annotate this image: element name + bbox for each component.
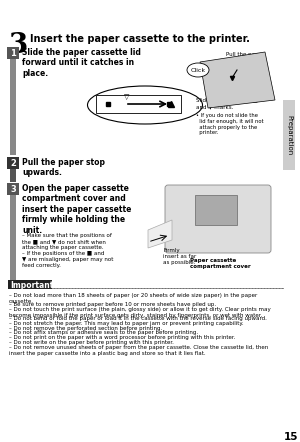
Text: – Make sure that the positions of
the ■ and ▼ do not shift when
attaching the pa: – Make sure that the positions of the ■ … bbox=[22, 233, 112, 250]
Polygon shape bbox=[148, 220, 172, 248]
Text: – Do not touch the print surface (the plain, glossy side) or allow it to get dir: – Do not touch the print surface (the pl… bbox=[9, 307, 271, 318]
Text: Preparation: Preparation bbox=[286, 115, 292, 155]
Polygon shape bbox=[200, 52, 275, 108]
Bar bbox=[10, 47, 16, 155]
Text: Click: Click bbox=[190, 68, 206, 72]
Ellipse shape bbox=[187, 63, 209, 77]
Text: Open the paper cassette
compartment cover and
insert the paper cassette
firmly w: Open the paper cassette compartment cove… bbox=[22, 184, 131, 235]
Text: – Be sure to remove printed paper before 10 or more sheets have piled up.: – Be sure to remove printed paper before… bbox=[9, 302, 216, 307]
Text: Pull the paper
stop upwards.: Pull the paper stop upwards. bbox=[226, 52, 265, 63]
Text: Important: Important bbox=[10, 282, 53, 290]
Text: – Do not remove unused sheets of paper from the paper cassette. Close the casset: – Do not remove unused sheets of paper f… bbox=[9, 345, 268, 356]
Text: – Do not remove the perforated section before printing.: – Do not remove the perforated section b… bbox=[9, 326, 162, 331]
FancyBboxPatch shape bbox=[7, 157, 19, 169]
Text: Firmly
insert as far
as possible.: Firmly insert as far as possible. bbox=[163, 248, 196, 265]
Text: 1: 1 bbox=[10, 49, 16, 57]
Text: • If you do not slide the
  lid far enough, it will not
  attach properly to the: • If you do not slide the lid far enough… bbox=[196, 113, 264, 135]
Bar bbox=[10, 183, 16, 282]
Text: ▽: ▽ bbox=[124, 94, 130, 100]
FancyBboxPatch shape bbox=[283, 100, 295, 170]
Text: Paper cassette
compartment cover: Paper cassette compartment cover bbox=[190, 258, 250, 269]
Text: 15: 15 bbox=[284, 432, 298, 442]
Bar bbox=[96, 95, 181, 113]
Text: Slide the paper cassette lid
forward until it catches in
place.: Slide the paper cassette lid forward unt… bbox=[22, 48, 141, 78]
Text: 3: 3 bbox=[8, 32, 27, 59]
Text: – Do not stretch the paper. This may lead to paper jam or prevent printing capab: – Do not stretch the paper. This may lea… bbox=[9, 321, 244, 326]
FancyBboxPatch shape bbox=[7, 183, 19, 195]
Text: Insert the paper cassette to the printer.: Insert the paper cassette to the printer… bbox=[30, 34, 250, 44]
Bar bbox=[10, 157, 16, 182]
FancyBboxPatch shape bbox=[195, 195, 237, 225]
Text: – Do not print on the paper with a word processor before printing with this prin: – Do not print on the paper with a word … bbox=[9, 335, 236, 340]
Text: – Do not load more than 18 sheets of paper (or 20 sheets of wide size paper) in : – Do not load more than 18 sheets of pap… bbox=[9, 293, 257, 304]
Text: – If the positions of the ■ and
▼ are misaligned, paper may not
feed correctly.: – If the positions of the ■ and ▼ are mi… bbox=[22, 251, 113, 268]
FancyBboxPatch shape bbox=[7, 47, 19, 59]
Text: Slide the lid to align ■
and ▼ marks.: Slide the lid to align ■ and ▼ marks. bbox=[196, 98, 258, 109]
Text: 2: 2 bbox=[10, 159, 16, 168]
FancyBboxPatch shape bbox=[8, 280, 52, 289]
Text: – Do not write on the paper before printing with this printer.: – Do not write on the paper before print… bbox=[9, 340, 174, 345]
Text: – Do not affix stamps or adhesive seals to the paper before printing.: – Do not affix stamps or adhesive seals … bbox=[9, 331, 198, 335]
Text: Pull the paper stop
upwards.: Pull the paper stop upwards. bbox=[22, 158, 105, 177]
FancyBboxPatch shape bbox=[165, 185, 271, 253]
Text: – Do not bend or fold the paper or load it in the cassette with the reverse side: – Do not bend or fold the paper or load … bbox=[9, 316, 267, 321]
Text: 3: 3 bbox=[10, 184, 16, 194]
